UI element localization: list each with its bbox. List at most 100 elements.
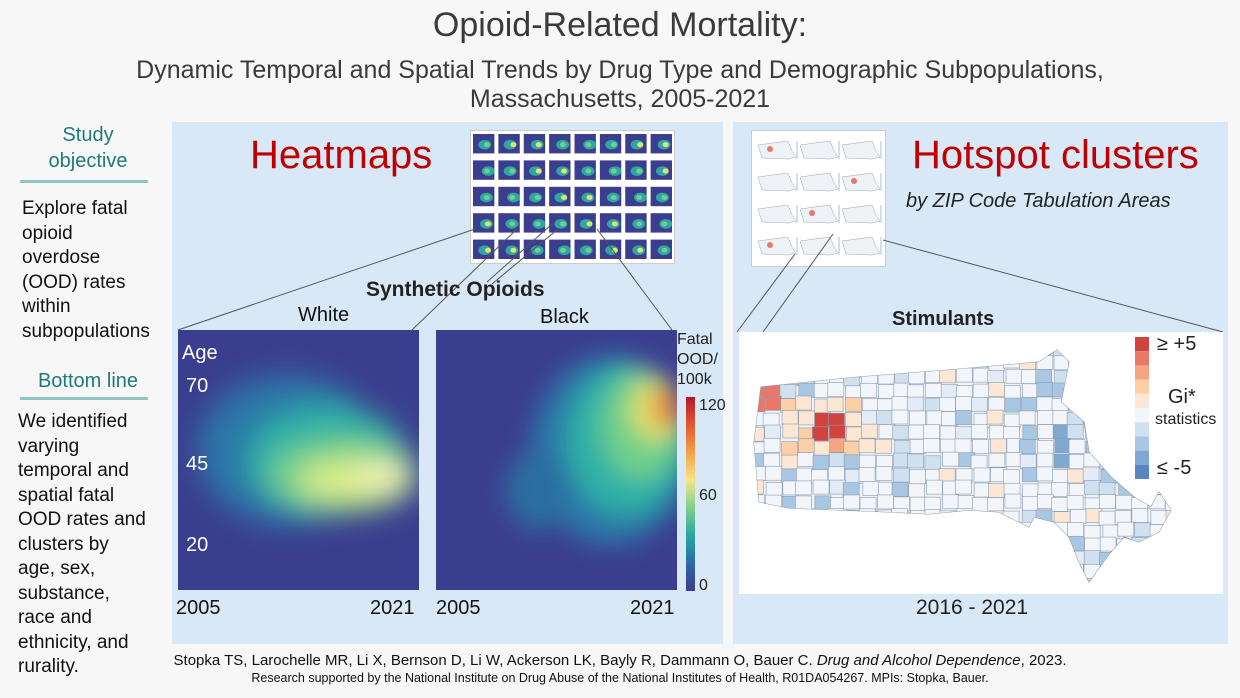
map-zcta-cell: [1002, 539, 1020, 555]
bottom-line-line: We identified: [18, 411, 128, 432]
map-zcta-cell: [780, 511, 798, 527]
map-zcta-cell: [797, 509, 815, 525]
heatmap-colorbar: [686, 397, 695, 591]
thumbnail-hot: [509, 194, 516, 200]
map-zcta-cell: [1100, 381, 1118, 397]
map-thumbnails-svg: [757, 140, 882, 256]
black-label: Black: [540, 306, 589, 328]
heatmap-legend-title: Fatal OOD/ 100k: [677, 330, 718, 390]
map-zcta-cell: [1036, 396, 1054, 412]
map-zcta-cell: [810, 564, 828, 579]
map-zcta-cell: [907, 353, 924, 369]
map-zcta-cell: [907, 525, 924, 540]
objective-heading-line-1: Study: [62, 124, 114, 146]
map-zcta-cell: [1164, 355, 1171, 370]
subtitle-line-1: Dynamic Temporal and Spatial Trends by D…: [136, 56, 1104, 84]
map-zcta-cell: [971, 397, 988, 412]
map-zcta-cell: [1165, 371, 1171, 386]
map-zcta-cell: [1021, 397, 1038, 412]
map-zcta-cell: [1022, 537, 1040, 552]
map-zcta-cell: [1051, 482, 1068, 497]
map-zcta-cell: [843, 494, 860, 510]
map-zcta-cell: [843, 356, 860, 372]
thumbnail-hot: [561, 194, 568, 200]
map-zcta-cell: [909, 550, 927, 566]
map-zcta-cell: [940, 438, 957, 454]
map-zcta-cell: [1019, 565, 1037, 581]
legend-swatch: [1135, 422, 1149, 437]
heatmap-black: [436, 330, 691, 590]
map-zcta-cell: [779, 564, 797, 579]
map-thumbnail-legend: [796, 205, 798, 223]
thumbnail-hot: [662, 142, 669, 148]
map-zcta-cell: [754, 382, 766, 398]
map-zcta-cell: [923, 438, 940, 453]
map-zcta-cell: [1036, 578, 1054, 582]
map-zcta-cell: [1165, 439, 1171, 454]
map-zcta-cell: [1166, 525, 1171, 540]
map-zcta-cell: [754, 466, 767, 481]
map-zcta-cell: [1114, 563, 1132, 579]
map-zcta-cell: [754, 523, 768, 539]
map-zcta-cell: [1116, 553, 1134, 569]
map-zcta-cell: [1052, 424, 1070, 440]
thumbnail-hot: [662, 168, 669, 174]
map-zcta-cell: [1098, 510, 1116, 526]
map-zcta-cell: [988, 551, 1005, 567]
map-zcta-cell: [954, 438, 972, 454]
map-zcta-cell: [1003, 353, 1020, 369]
map-thumbnail-legend: [880, 205, 882, 223]
thumbnail-hot: [510, 142, 517, 148]
map-zcta-cell: [1117, 396, 1135, 411]
thumbnail-hot: [636, 168, 643, 174]
map-zcta-cell: [826, 396, 844, 412]
map-zcta-cell: [923, 578, 940, 582]
map-zcta-cell: [828, 452, 846, 468]
legend-swatch: [1135, 379, 1149, 394]
map-thumbnail-legend: [796, 141, 798, 159]
map-zcta-cell: [938, 521, 956, 537]
map-zcta-cell: [811, 536, 829, 552]
map-zcta-cell: [813, 509, 831, 525]
map-zcta-cell: [798, 410, 816, 426]
map-zcta-cell: [1067, 580, 1084, 582]
thumbnail-hot: [534, 221, 541, 227]
map-zcta-cell: [939, 425, 957, 441]
map-zcta-cell: [1021, 552, 1038, 568]
map-zcta-cell: [1068, 399, 1086, 414]
map-thumbnail-legend: [796, 237, 798, 255]
map-zcta-cell: [765, 482, 783, 497]
map-zcta-cell: [1022, 383, 1039, 399]
map-zcta-cell: [1034, 566, 1052, 581]
map-zcta-cell: [1004, 397, 1022, 413]
thumbnail-hot: [535, 168, 542, 174]
map-zcta-cell: [859, 566, 876, 581]
legend-high-label: ≥ +5: [1157, 333, 1197, 355]
thumbnail-hot: [484, 247, 491, 253]
map-zcta-cell: [956, 552, 974, 567]
map-zcta-cell: [844, 580, 862, 582]
thumbnail-hot: [610, 168, 617, 174]
map-zcta-cell: [1147, 479, 1164, 495]
map-zcta-cell: [1099, 494, 1116, 509]
map-zcta-cell: [988, 396, 1005, 412]
map-zcta-cell: [1067, 468, 1084, 484]
map-zcta-cell: [1037, 440, 1054, 455]
map-zcta-cell: [1085, 354, 1102, 370]
map-zcta-cell: [908, 483, 926, 499]
legend-tick-120: 120: [699, 397, 726, 414]
map-zcta-cell: [987, 497, 1004, 512]
bottom-line-line: age, sex,: [18, 558, 96, 579]
map-thumbnail-legend: [838, 173, 840, 191]
map-zcta-cell: [858, 438, 876, 454]
map-zcta-cell: [1148, 355, 1165, 371]
map-zcta-cell: [1066, 383, 1084, 398]
map-zcta-cell: [1118, 440, 1136, 455]
map-zcta-cell: [1086, 384, 1104, 400]
map-zcta-cell: [1131, 537, 1149, 552]
thumbnail-grid-svg: [473, 134, 673, 259]
map-zcta-cell: [924, 539, 941, 555]
map-zcta-cell: [924, 496, 941, 512]
map-zcta-cell: [1022, 483, 1039, 499]
legend-swatch: [1135, 337, 1149, 352]
